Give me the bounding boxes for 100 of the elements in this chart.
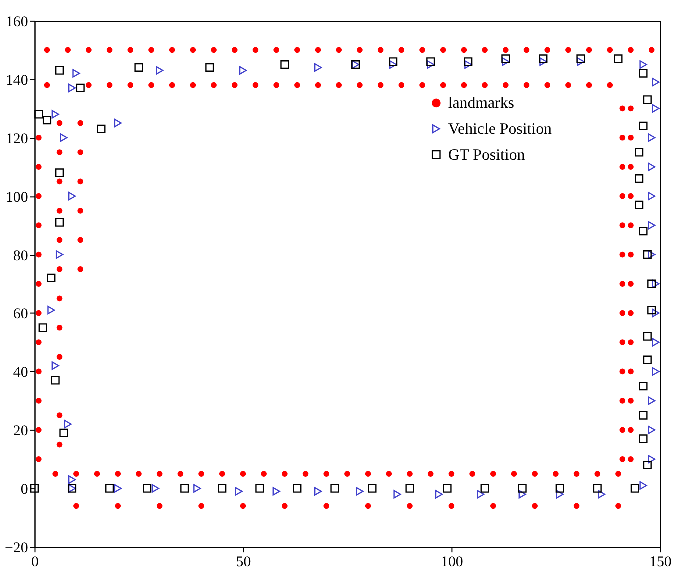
point (652, 367, 660, 376)
point (576, 54, 586, 64)
x-tick-label: 0 (32, 554, 39, 570)
point (502, 54, 510, 64)
point (55, 168, 64, 178)
point (652, 308, 660, 318)
point (640, 481, 648, 490)
point (648, 192, 656, 201)
legend-label: GT Position (448, 146, 526, 164)
point (577, 58, 585, 66)
point (427, 60, 435, 70)
y-tick-label: 0 (20, 482, 28, 498)
point (539, 54, 548, 64)
point (106, 484, 114, 493)
point (368, 484, 377, 493)
point (518, 490, 526, 499)
point (330, 484, 340, 493)
y-tick-label: 160 (6, 14, 28, 30)
y-tick-label: 60 (13, 306, 28, 323)
point (280, 60, 290, 70)
point (635, 148, 644, 157)
legend-label: Vehicle Position (448, 121, 552, 138)
point (72, 69, 80, 78)
y-tick-label: −20 (5, 540, 28, 557)
x-tick-label: 150 (650, 554, 672, 570)
point (635, 174, 644, 184)
point (648, 134, 656, 142)
point (648, 250, 656, 260)
point (593, 484, 602, 493)
point (34, 110, 44, 119)
point (640, 60, 648, 70)
point (47, 274, 56, 282)
point (389, 58, 398, 66)
point (76, 84, 85, 92)
point (64, 420, 72, 429)
point (502, 58, 510, 66)
point (598, 490, 606, 499)
point (194, 484, 202, 493)
point (426, 58, 436, 66)
point (272, 487, 280, 496)
point (648, 396, 656, 406)
y-tick-label: 100 (6, 190, 28, 206)
point (556, 490, 564, 499)
point (435, 490, 443, 499)
point (143, 484, 152, 493)
point (68, 84, 76, 92)
point (42, 116, 52, 125)
point (540, 58, 548, 66)
point (68, 192, 76, 201)
y-tick-label: 40 (13, 365, 28, 382)
point (648, 306, 656, 315)
y-tick-label: 80 (13, 248, 28, 264)
point (652, 104, 660, 113)
point (648, 221, 656, 230)
point (218, 484, 227, 493)
point (477, 490, 485, 499)
point (635, 200, 644, 210)
point (60, 134, 68, 142)
point (630, 484, 640, 493)
point (639, 382, 648, 391)
point (518, 484, 527, 493)
point (156, 66, 164, 75)
point (30, 484, 40, 493)
point (52, 110, 60, 119)
point (639, 122, 648, 130)
point (38, 324, 48, 332)
point (639, 227, 648, 236)
point (643, 332, 652, 341)
point (356, 487, 364, 496)
point (390, 60, 398, 70)
point (556, 484, 564, 493)
point (639, 69, 648, 78)
point (314, 63, 322, 72)
point (652, 280, 660, 288)
y-tick-label: 120 (6, 131, 28, 148)
point (639, 411, 648, 420)
point (480, 484, 490, 493)
point (652, 338, 660, 347)
point (51, 376, 60, 385)
point (443, 484, 452, 493)
point (206, 63, 214, 72)
point (134, 63, 144, 72)
point (55, 218, 64, 227)
point (314, 487, 322, 496)
point (256, 484, 264, 493)
point (464, 58, 473, 66)
point (97, 124, 106, 134)
point (648, 455, 656, 464)
point (180, 484, 190, 493)
x-tick-label: 50 (236, 554, 252, 570)
point (48, 306, 56, 315)
point (639, 434, 648, 444)
y-tick-label: 20 (13, 424, 28, 440)
point (56, 250, 64, 260)
point (614, 54, 623, 64)
point (643, 356, 652, 364)
point (293, 484, 302, 493)
point (114, 484, 122, 493)
point (464, 60, 472, 70)
point (652, 78, 660, 87)
